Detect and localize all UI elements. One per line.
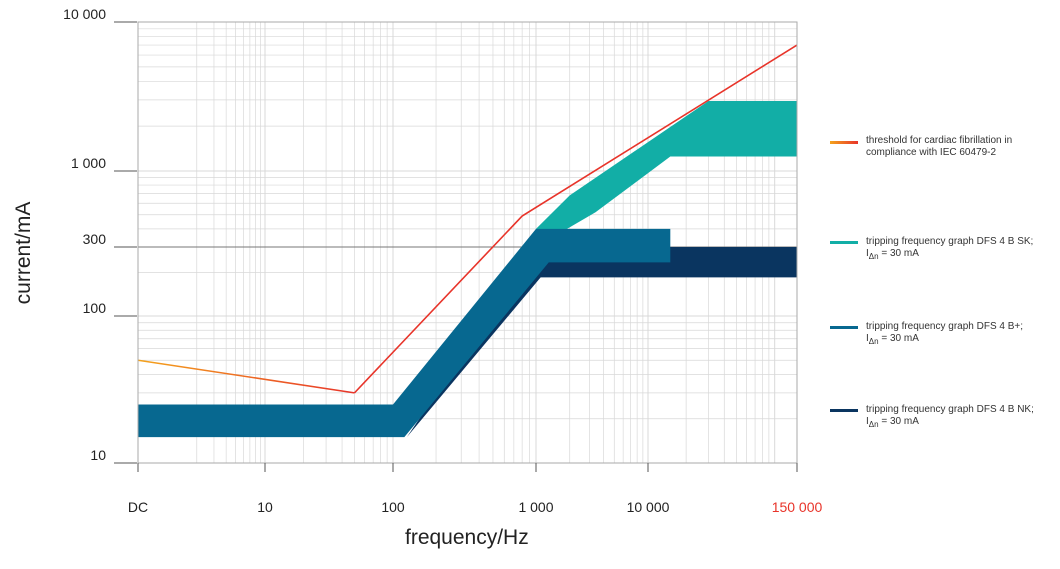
legend-item-dfs-nk: tripping frequency graph DFS 4 B NK; IΔn… [830, 404, 1055, 431]
legend-item-dfs-sk: tripping frequency graph DFS 4 B SK; IΔn… [830, 236, 1055, 263]
bands [138, 100, 797, 438]
band-dfs-sk [536, 100, 797, 247]
y-axis-label: current/mA [12, 201, 35, 305]
legend-label-dfs-nk: tripping frequency graph DFS 4 B NK; IΔn… [866, 404, 1034, 429]
threshold-line-dc [138, 359, 355, 394]
tick-labels: DC 10 100 1 000 10 000 150 000 10 100 300 1 000 10… [63, 6, 822, 515]
legend-swatch-dfs-sk [830, 241, 858, 244]
y-tick-label: 10 [90, 447, 106, 463]
legend-swatch-threshold [830, 141, 858, 144]
legend-label-threshold: threshold for cardiac fibrillation in co… [866, 135, 1013, 158]
x-axis-label: frequency/Hz [405, 526, 529, 549]
x-tick-label: 100 [381, 499, 405, 515]
threshold-lines [138, 44, 797, 394]
plot-frame [137, 21, 798, 464]
legend-swatch-dfs-bplus [830, 326, 858, 329]
x-tick-label: 10 000 [627, 499, 670, 515]
y-tick-label: 1 000 [71, 155, 106, 171]
y-tick-label: 10 000 [63, 6, 106, 22]
grid [138, 22, 797, 464]
legend-label-dfs-bplus: tripping frequency graph DFS 4 B+; IΔn =… [866, 321, 1024, 346]
threshold-line [353, 44, 797, 394]
x-tick-label: 10 [257, 499, 273, 515]
x-tick-label: 1 000 [518, 499, 553, 515]
y-tick-label: 300 [83, 231, 107, 247]
legend-item-threshold: threshold for cardiac fibrillation in co… [830, 135, 1055, 159]
legend-label-dfs-sk: tripping frequency graph DFS 4 B SK; IΔn… [866, 236, 1034, 261]
y-tick-label: 100 [83, 300, 107, 316]
legend-item-dfs-bplus: tripping frequency graph DFS 4 B+; IΔn =… [830, 321, 1055, 348]
x-tick-label: DC [128, 499, 148, 515]
band-dfs-bplus [138, 228, 671, 438]
frame [137, 21, 798, 464]
x-tick-label: 150 000 [772, 499, 823, 515]
legend-swatch-dfs-nk [830, 409, 858, 412]
